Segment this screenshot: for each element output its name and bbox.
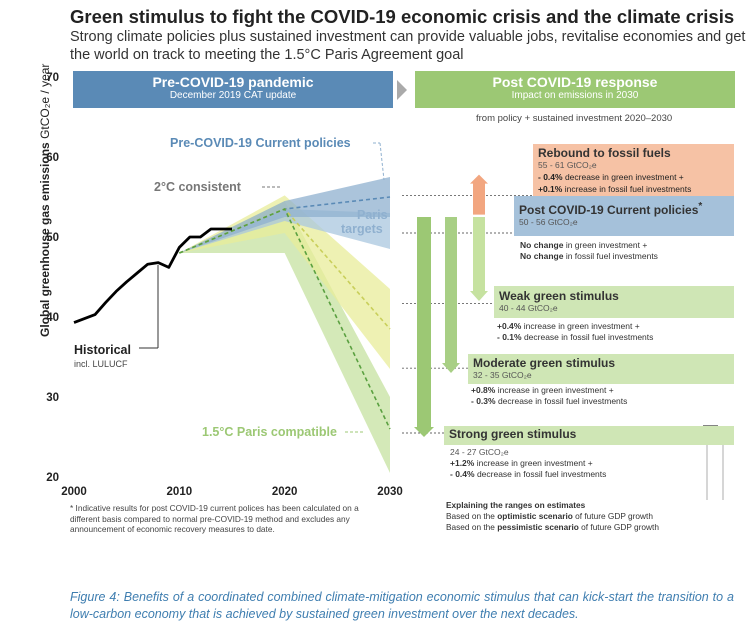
moderate-range: 32 - 35 [473,370,500,380]
current-policies-label: Pre-COVID-19 Current policies [170,136,351,150]
paris-targets-label-1: Paris [357,208,388,222]
rebound-l2b: increase in fossil fuel investments [562,184,692,194]
scenario-band [179,195,390,369]
pre-covid-band: Pre-COVID-19 pandemic December 2019 CAT … [73,71,393,108]
historical-label: Historical [74,343,131,357]
moderate-stimulus-arrow [442,217,460,373]
y-tick-label: 60 [46,152,59,164]
rebound-l1a: - 0.4% [538,172,563,182]
chart-title: Green stimulus to fight the COVID-19 eco… [70,6,735,27]
figure-caption: Figure 4: Benefits of a coordinated comb… [70,590,734,621]
ranges-note-title: Explaining the ranges on estimates [446,500,586,510]
weak-stimulus-arrow [470,217,488,301]
y-tick-label: 70 [46,72,59,84]
historical-line [73,227,232,324]
post-current-unit: GtCO₂e [547,217,578,227]
historical-sublabel: incl. LULUCF [74,359,128,369]
two-degree-label: 2°C consistent [154,180,241,194]
post-current-box: Post COVID-19 Current policies* 50 - 56 … [514,196,734,236]
post-covid-band-title: Post COVID-19 response [492,74,658,90]
scenario-band [179,201,390,473]
x-tick-label: 2000 [61,486,87,498]
strong-title: Strong green stimulus [449,427,577,441]
rebound-l2a: +0.1% [538,184,563,194]
weak-unit: GtCO₂e [527,303,558,313]
strong-range: 24 - 27 [450,447,477,457]
moderate-title: Moderate green stimulus [473,356,616,370]
pre-covid-band-title: Pre-COVID-19 pandemic [152,74,314,90]
post-covid-band-subtitle: Impact on emissions in 2030 [511,90,639,101]
y-tick-label: 50 [46,232,59,244]
post-current-notes: No change in green investment + No chang… [520,240,658,261]
rebound-box: Rebound to fossil fuels 55 - 61 GtCO₂e -… [533,144,734,196]
y-tick-label: 30 [46,392,59,404]
rebound-range: 55 - 61 [538,160,565,170]
y-tick-label: 40 [46,312,59,324]
post-current-range: 50 - 56 [519,217,546,227]
strong-unit: GtCO₂e [478,447,509,457]
x-tick-label: 2030 [377,486,403,498]
weak-notes: +0.4% increase in green investment + - 0… [497,321,654,342]
current-policies-leader [379,142,385,181]
strong-stimulus-arrow [414,217,434,437]
weak-box: Weak green stimulus 40 - 44 GtCO₂e [494,286,734,318]
post-covid-band: Post COVID-19 response Impact on emissio… [415,71,735,108]
y-tick-label: 20 [46,472,59,484]
rebound-title: Rebound to fossil fuels [538,146,671,160]
paris-targets-label-2: targets [341,222,383,236]
chart-subtitle: Strong climate policies plus sustained i… [70,29,746,63]
scenario-band [179,209,390,253]
rebound-arrow [470,174,488,215]
chevron-right-icon [397,80,407,100]
weak-title: Weak green stimulus [499,289,619,303]
ranges-note: Explaining the ranges on estimates Based… [446,500,659,532]
footnote: * Indicative results for post COVID-19 c… [70,503,359,534]
moderate-box: Moderate green stimulus 32 - 35 GtCO₂e [468,354,734,384]
strong-box: Strong green stimulus [444,426,734,445]
weak-range: 40 - 44 [499,303,526,313]
moderate-unit: GtCO₂e [501,370,532,380]
post-current-title: Post COVID-19 Current policies [519,203,699,217]
x-tick-label: 2010 [167,486,193,498]
scenario-median-line [179,207,391,430]
scenario-band [179,177,390,253]
paris-compatible-label: 1.5°C Paris compatible [202,425,337,439]
strong-notes: 24 - 27 GtCO₂e +1.2% increase in green i… [450,447,607,479]
post-current-star: * [698,201,703,212]
pre-covid-band-subtitle: December 2019 CAT update [169,90,297,101]
x-tick-label: 2020 [272,486,298,498]
rebound-unit: GtCO₂e [566,160,597,170]
rebound-l1b: decrease in green investment + [562,172,684,182]
from-policy-note: from policy + sustained investment 2020–… [476,113,673,124]
moderate-notes: +0.8% increase in green investment + - 0… [471,385,628,406]
